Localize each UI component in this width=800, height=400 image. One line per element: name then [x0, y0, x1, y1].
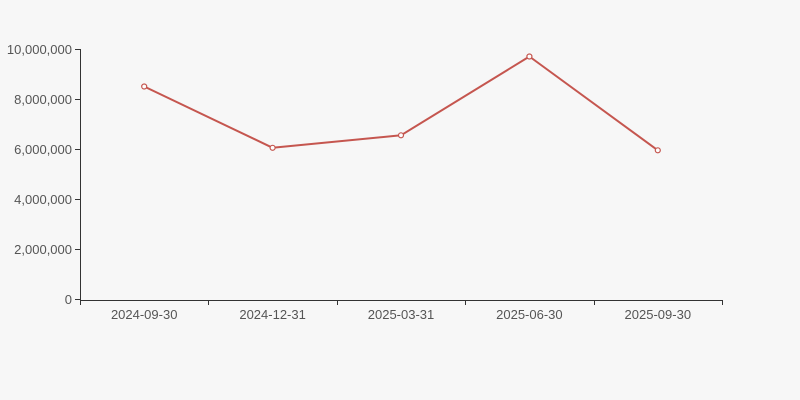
y-axis-tick-label: 6,000,000 — [14, 142, 72, 157]
y-axis-tick-label: 0 — [65, 292, 72, 307]
data-point-marker — [397, 132, 405, 139]
data-point-marker — [526, 53, 533, 60]
y-axis-tick-label: 4,000,000 — [14, 192, 72, 207]
y-axis-tick-label: 10,000,000 — [7, 42, 72, 57]
x-axis-tick-label: 2025-03-31 — [368, 307, 435, 322]
y-axis-tick-label: 2,000,000 — [14, 242, 72, 257]
x-axis-tick-label: 2024-09-30 — [111, 307, 178, 322]
x-axis-tick-label: 2025-09-30 — [625, 307, 692, 322]
x-axis-tick-label: 2025-06-30 — [496, 307, 563, 322]
data-point-marker — [654, 147, 661, 154]
x-axis-tick-label: 2024-12-31 — [239, 307, 306, 322]
y-axis-tick-label: 8,000,000 — [14, 92, 72, 107]
data-point-marker — [269, 144, 276, 151]
data-point-marker — [141, 83, 148, 90]
